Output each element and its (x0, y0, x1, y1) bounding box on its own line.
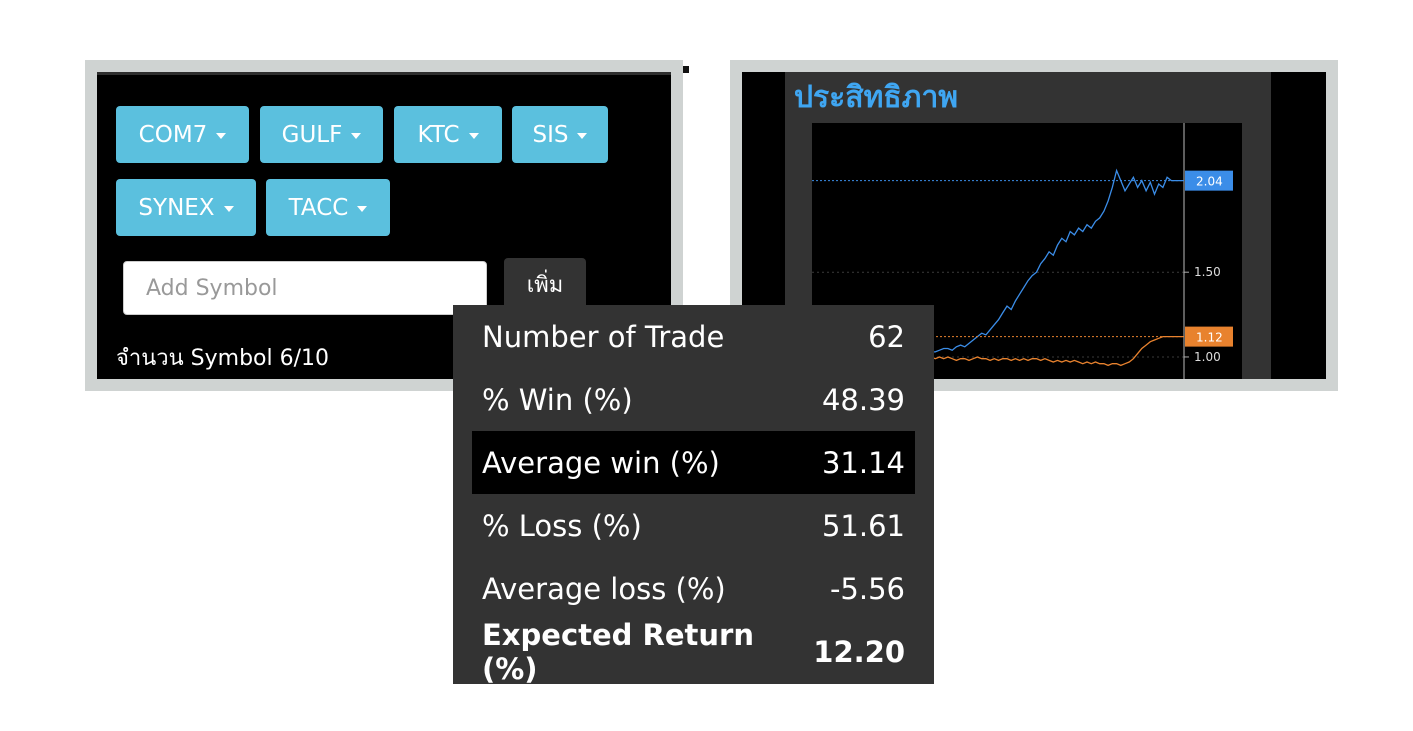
symbol-dropdown-gulf[interactable]: GULF (260, 106, 383, 163)
caret-down-icon (468, 132, 479, 139)
caret-down-icon (223, 205, 234, 212)
symbol-label: SYNEX (138, 194, 215, 221)
stat-row-number-of-trade: Number of Trade 62 (472, 305, 915, 368)
add-symbol-input[interactable] (123, 261, 487, 315)
symbol-dropdown-ktc[interactable]: KTC (394, 106, 502, 163)
stat-value: 48.39 (821, 382, 905, 417)
stat-label: Average win (%) (482, 445, 720, 480)
stat-label: Average loss (%) (482, 571, 726, 606)
stat-value: 31.14 (821, 445, 905, 480)
corner-marker (683, 66, 689, 73)
stat-row-win-pct: % Win (%) 48.39 (472, 368, 915, 431)
stat-row-expected-return: Expected Return (%) 12.20 (472, 617, 915, 686)
stat-label: % Win (%) (482, 382, 633, 417)
symbol-dropdown-com7[interactable]: COM7 (116, 106, 249, 163)
symbol-label: SIS (532, 121, 569, 148)
stats-popup: Number of Trade 62 % Win (%) 48.39 Avera… (453, 305, 934, 686)
stat-value: 62 (868, 319, 905, 354)
symbol-dropdown-tacc[interactable]: TACC (266, 179, 390, 236)
caret-down-icon (577, 132, 588, 139)
stat-value: 51.61 (821, 508, 905, 543)
caret-down-icon (357, 205, 368, 212)
symbol-count-label: จำนวน Symbol 6/10 (116, 346, 330, 371)
symbol-label: COM7 (138, 121, 208, 148)
stat-value: -5.56 (829, 571, 905, 606)
stat-row-average-loss: Average loss (%) -5.56 (472, 557, 915, 620)
symbol-label: GULF (281, 121, 343, 148)
add-symbol-button[interactable]: เพิ่ม (504, 258, 586, 310)
stat-label: % Loss (%) (482, 508, 642, 543)
stat-row-loss-pct: % Loss (%) 51.61 (472, 494, 915, 557)
symbol-label: KTC (417, 121, 460, 148)
stat-row-average-win: Average win (%) 31.14 (472, 431, 915, 494)
stat-label: Number of Trade (482, 319, 725, 354)
caret-down-icon (216, 132, 227, 139)
stat-value: 12.20 (813, 634, 905, 669)
caret-down-icon (351, 132, 362, 139)
symbol-dropdown-sis[interactable]: SIS (512, 106, 608, 163)
symbol-label: TACC (288, 194, 349, 221)
chart-title: ประสิทธิภาพ (794, 80, 959, 115)
stat-label: Expected Return (%) (482, 617, 754, 686)
symbol-dropdown-synex[interactable]: SYNEX (116, 179, 256, 236)
